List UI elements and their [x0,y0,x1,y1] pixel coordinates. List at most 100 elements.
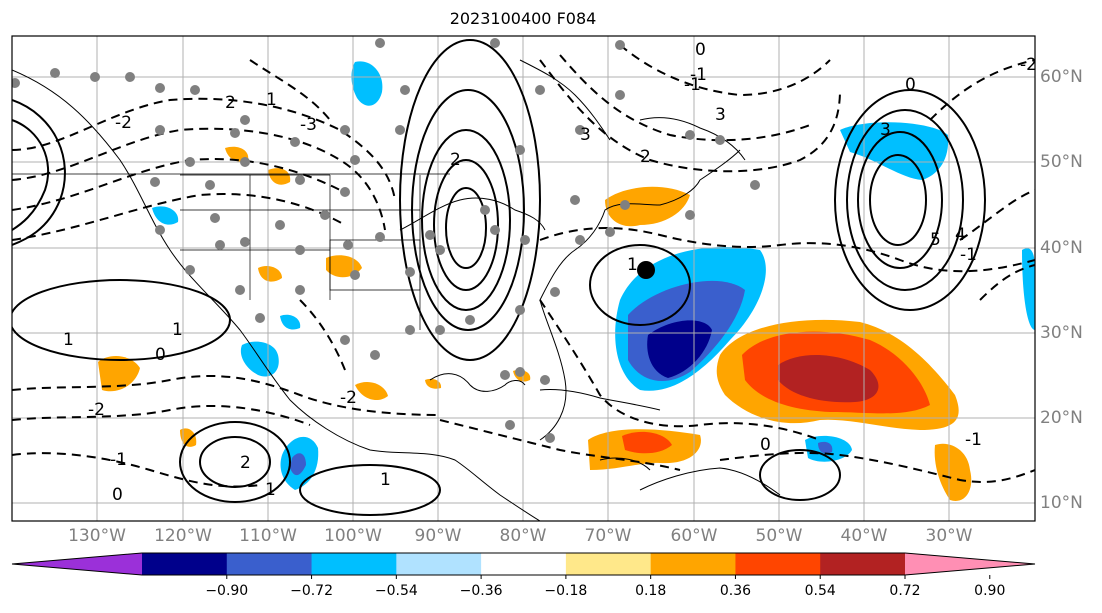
contour-pacific-low-2 [199,436,271,488]
contours [12,39,986,516]
positive-anomaly-plains-2 [258,266,282,282]
contour-west-atlantic-high [589,244,691,326]
contour-high-east-atlantic-3 [857,131,943,269]
contour-label: 2 [640,147,651,167]
contour-label: -1 [965,430,982,450]
contour-high-east-atlantic-2 [846,109,964,291]
lon-label: 60°W [670,526,718,546]
negative-anomaly-baja [280,314,301,330]
lon-label: 30°W [925,526,973,546]
contour-label: 5 [930,230,941,250]
contour-label: 0 [112,485,123,505]
negative-anomaly-small-1-core [818,441,833,454]
contour-label: 1 [266,90,277,110]
contour-label: -2 [1020,55,1037,75]
contour-low-east-us-5 [445,187,487,269]
contour-label: 1 [265,480,276,500]
negative-anomaly-canada [351,61,383,106]
forecast-map: 0 1 2 3 -1 -2 -3 0 1 2 3 -1 -2 -1 0 1 2 … [11,35,1037,522]
contour-high-east-atlantic-4 [869,154,927,246]
dashed-contours [12,44,1035,488]
contour-label: 1 [172,320,183,340]
colorbar-tick-label: 0.90 [974,583,1006,599]
contour-central-america [299,464,441,516]
colorbar-tick-label: 0.72 [889,583,921,599]
contour-label: 0 [695,40,706,60]
contour-label: 3 [880,120,891,140]
lat-label: 30°N [1040,323,1083,343]
lon-label: 70°W [584,526,632,546]
lat-label: 20°N [1040,408,1083,428]
lon-label: 130°W [68,526,126,546]
lat-label: 50°N [1040,152,1083,172]
contour-label: 1 [627,255,638,275]
contour-low-east-us-4 [433,159,499,291]
contour-label: 3 [580,125,591,145]
positive-anomaly-caribbean-core [622,431,672,454]
colorbar-tick-label: −0.18 [544,583,588,599]
lon-label: 40°W [840,526,888,546]
contour-label: -1 [110,450,127,470]
positive-anomaly-yucatan [425,378,442,389]
contour-label: 2 [225,93,236,113]
map-title: 2023100400 F084 [449,9,597,28]
lat-label: 60°N [1040,67,1083,87]
negative-anomaly-pacific-core [290,453,306,476]
contour-west-pacific [12,119,50,231]
lat-label: 10°N [1040,493,1083,513]
lon-label: 90°W [414,526,462,546]
contour-low-east-us-2 [411,89,525,331]
colorbar-tick-label: 0.36 [719,583,752,599]
map-frame [11,35,1036,522]
colorbar-tick-label: −0.72 [290,583,333,599]
contour-pacific-low-1 [179,421,291,503]
positive-anomaly-west-pacific [180,428,197,447]
contour-label: -2 [88,400,105,420]
positive-anomaly-north-1 [268,168,291,185]
storm-center-marker [637,261,655,279]
negative-anomaly-atlantic-core [647,320,712,378]
contour-label: 3 [715,105,726,125]
colorbar-tick-label: −0.54 [374,583,418,599]
contour-small-atlantic [759,449,841,501]
contour-label: -2 [115,113,132,133]
colorbar-tick-label: −0.36 [459,583,503,599]
graticule [12,36,1035,521]
contour-label: 1 [380,470,391,490]
lon-label: 50°W [755,526,803,546]
shaded-anomalies [98,61,1035,501]
negative-anomaly-pacific-edge [1022,248,1035,330]
contour-high-east-atlantic-1 [834,89,986,311]
lon-label: 100°W [324,526,382,546]
contour-label: -1 [684,75,701,95]
contour-label: -3 [300,115,317,135]
contour-label: 0 [905,75,916,95]
lat-label: 40°N [1040,238,1083,258]
lon-label: 80°W [499,526,547,546]
contour-label: 0 [760,435,771,455]
positive-anomaly-pacific [98,356,140,392]
colorbar-tick-label: 0.18 [635,583,667,599]
contour-label: 0 [155,345,166,365]
positive-anomaly-gulf [355,382,388,401]
contour-low-east-us-1 [399,39,541,361]
station-markers [12,38,760,443]
contour-label: 4 [955,225,966,245]
colorbar-tick-label: −0.90 [205,583,249,599]
contour-labels: 0 1 2 3 -1 -2 -3 0 1 2 3 -1 -2 -1 0 1 2 … [63,40,1037,505]
contour-mexico-1 [12,279,231,361]
contour-label: 1 [63,330,74,350]
positive-anomaly-central-atlantic-core [778,354,879,403]
contour-label: -1 [960,245,977,265]
positive-anomaly-newengland [605,186,690,227]
contour-label: -1 [690,65,707,85]
positive-anomaly-east-atlantic [934,443,972,501]
negative-anomaly-north-atlantic [840,122,949,180]
contour-label: 2 [240,453,251,473]
lon-label: 120°W [154,526,212,546]
coastlines [12,59,781,521]
contour-label: -2 [340,388,357,408]
lon-label: 110°W [239,526,297,546]
colorbar-tick-label: 0.54 [804,583,836,599]
contour-label: 2 [450,150,461,170]
